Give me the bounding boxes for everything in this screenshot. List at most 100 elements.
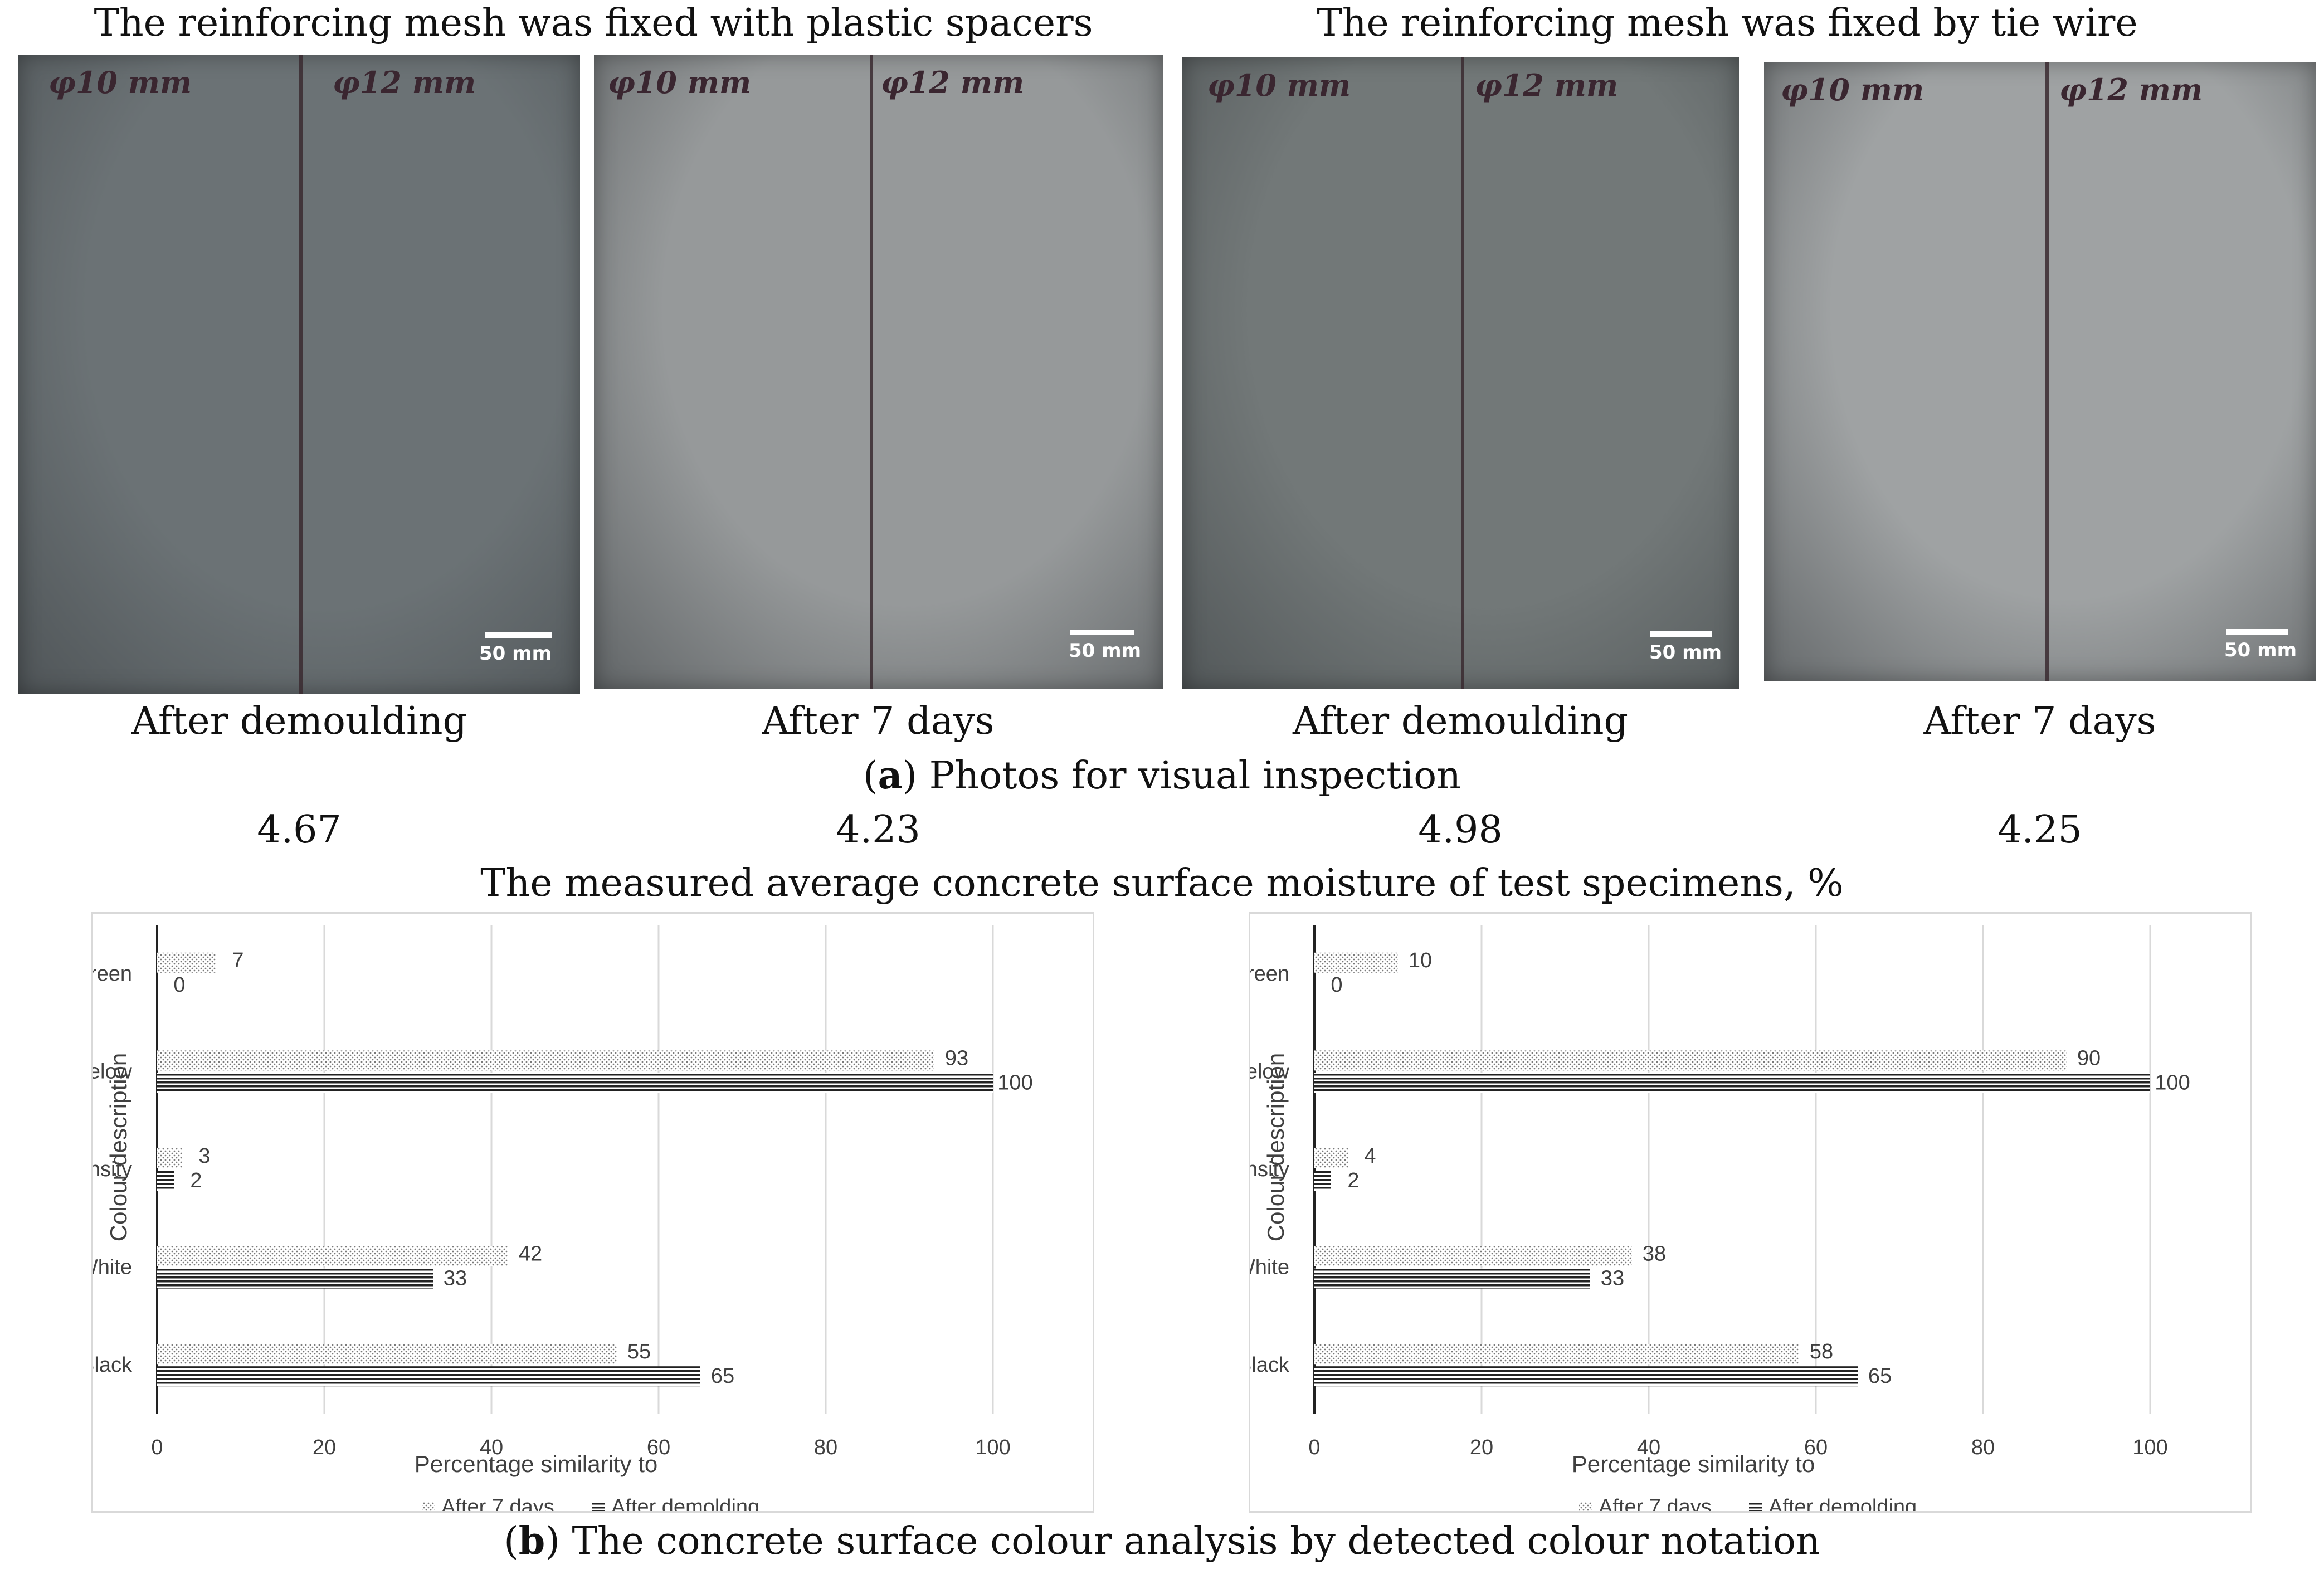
header-plastic-spacers: The reinforcing mesh was fixed with plas… [94,1,1093,45]
legend-label-after-demolding: After demolding [611,1495,759,1511]
bar-after-7-days [157,1246,508,1266]
x-axis-title: Percentage similarity to [415,1451,658,1477]
x-tick-label: 40 [480,1436,503,1459]
bar-after-demolding [157,1268,433,1289]
legend-swatch-after-7-days [1579,1502,1592,1511]
data-label-after-demolding: 100 [2155,1071,2190,1094]
divider-line [1461,57,1464,689]
divider-line [2045,62,2049,681]
data-label-after-7-days: 55 [627,1340,651,1363]
category-label: White [1250,1256,1289,1279]
x-tick-label: 0 [151,1436,163,1459]
mark-right: φ12 mm [881,65,1025,100]
scale-label: 50 mm [1649,641,1722,664]
bar-after-7-days [1314,1344,1799,1365]
moisture-value-3: 4.98 [1418,808,1503,852]
data-label-after-demolding: 2 [1347,1169,1359,1192]
divider-line [870,55,873,689]
scale-bar [1070,630,1134,635]
data-label-after-demolding: 100 [997,1071,1032,1094]
bar-after-7-days [1314,1050,2067,1071]
x-tick-label: 100 [2132,1436,2167,1459]
caption-text: The concrete surface colour analysis by … [559,1519,1820,1563]
mark-right: φ12 mm [2059,72,2203,108]
data-label-after-demolding: 65 [1868,1365,1892,1388]
moisture-caption: The measured average concrete surface mo… [480,861,1844,905]
category-label: Black [1250,1353,1290,1377]
mark-left: φ10 mm [1781,72,1925,108]
data-label-after-demolding: 0 [1331,973,1342,997]
photo-caption-2: After 7 days [762,699,995,743]
photo-caption-3: After demoulding [1292,699,1629,743]
data-label-after-7-days: 3 [198,1144,210,1168]
figure-caption-b: (b) The concrete surface colour analysis… [504,1519,1820,1563]
category-label: Intensity [1250,1158,1289,1181]
data-label-after-demolding: 2 [190,1169,202,1192]
bar-after-7-days [1314,952,1398,973]
scale-bar [485,632,552,638]
bar-after-demolding [1314,1268,1590,1289]
bar-after-demolding [1314,1171,1331,1191]
legend-swatch-after-demolding [1749,1502,1762,1511]
figure-caption-a: (a) Photos for visual inspection [863,753,1461,798]
photo-tiewire-demoulding: φ10 mm φ12 mm 50 mm [1182,57,1739,689]
scale-label: 50 mm [2224,639,2297,661]
scale-label: 50 mm [479,642,552,665]
divider-line [299,55,303,694]
category-label: Hue-yelow [1250,1060,1290,1083]
moisture-value-1: 4.67 [257,808,342,852]
mark-left: φ10 mm [608,65,752,100]
data-label-after-demolding: 65 [711,1365,734,1388]
caption-letter: a [878,753,903,798]
bar-after-7-days [1314,1246,1632,1266]
mark-right: φ12 mm [333,65,476,100]
category-label: Hue-yelow [93,1060,133,1083]
data-label-after-demolding: 33 [444,1267,467,1290]
data-label-after-7-days: 4 [1364,1144,1376,1168]
x-axis-title: Percentage similarity to [1572,1451,1815,1477]
x-tick-label: 100 [975,1436,1010,1459]
scale-label: 50 mm [1069,640,1142,662]
chart-svg: 0 20 40 60 80 100 Hue-green 7 0 Hue-yelow 93 100 Int… [93,925,1033,1511]
category-label: Black [93,1353,133,1377]
mark-left: φ10 mm [1207,67,1351,103]
bar-after-demolding [1314,1073,2150,1093]
x-tick-label: 60 [1804,1436,1828,1459]
x-tick-label: 20 [313,1436,336,1459]
x-tick-label: 40 [1637,1436,1660,1459]
bar-after-7-days [1314,1148,1348,1168]
x-tick-label: 80 [1971,1436,1995,1459]
category-label: Hue-green [1250,962,1289,986]
caption-text: Photos for visual inspection [917,754,1461,798]
bar-after-7-days [157,952,216,973]
colour-chart-left: 0 20 40 60 80 100 Hue-green 7 0 Hue-yelow 93 100 Int… [91,912,1094,1513]
moisture-value-4: 4.25 [1997,808,2082,852]
bar-after-demolding [157,1171,174,1191]
caption-letter: b [518,1519,545,1563]
legend-label-after-demolding: After demolding [1768,1495,1917,1511]
category-label: Intensity [93,1158,132,1181]
y-axis-title: Colour description [1263,1053,1289,1242]
data-label-after-7-days: 93 [945,1046,968,1070]
photo-tiewire-7days: φ10 mm φ12 mm 50 mm [1764,62,2316,681]
data-label-after-7-days: 90 [2077,1046,2101,1070]
category-label: Hue-green [93,962,132,986]
x-tick-label: 20 [1470,1436,1493,1459]
category-label: White [93,1256,132,1279]
header-tie-wire: The reinforcing mesh was fixed by tie wi… [1317,1,2138,45]
data-label-after-7-days: 42 [519,1242,542,1266]
photo-caption-1: After demoulding [131,699,467,743]
moisture-value-2: 4.23 [836,808,920,852]
x-tick-label: 0 [1308,1436,1320,1459]
legend-swatch-after-7-days [422,1502,435,1511]
bar-after-7-days [157,1148,182,1168]
x-tick-label: 80 [814,1436,837,1459]
photo-caption-4: After 7 days [1923,699,2156,743]
bar-after-7-days [157,1050,934,1071]
legend-label-after-7-days: After 7 days [1599,1495,1712,1511]
data-label-after-demolding: 0 [173,973,185,997]
data-label-after-7-days: 38 [1643,1242,1666,1266]
x-tick-label: 60 [647,1436,670,1459]
y-axis-title: Colour description [105,1053,131,1242]
bar-after-demolding [1314,1366,1858,1387]
